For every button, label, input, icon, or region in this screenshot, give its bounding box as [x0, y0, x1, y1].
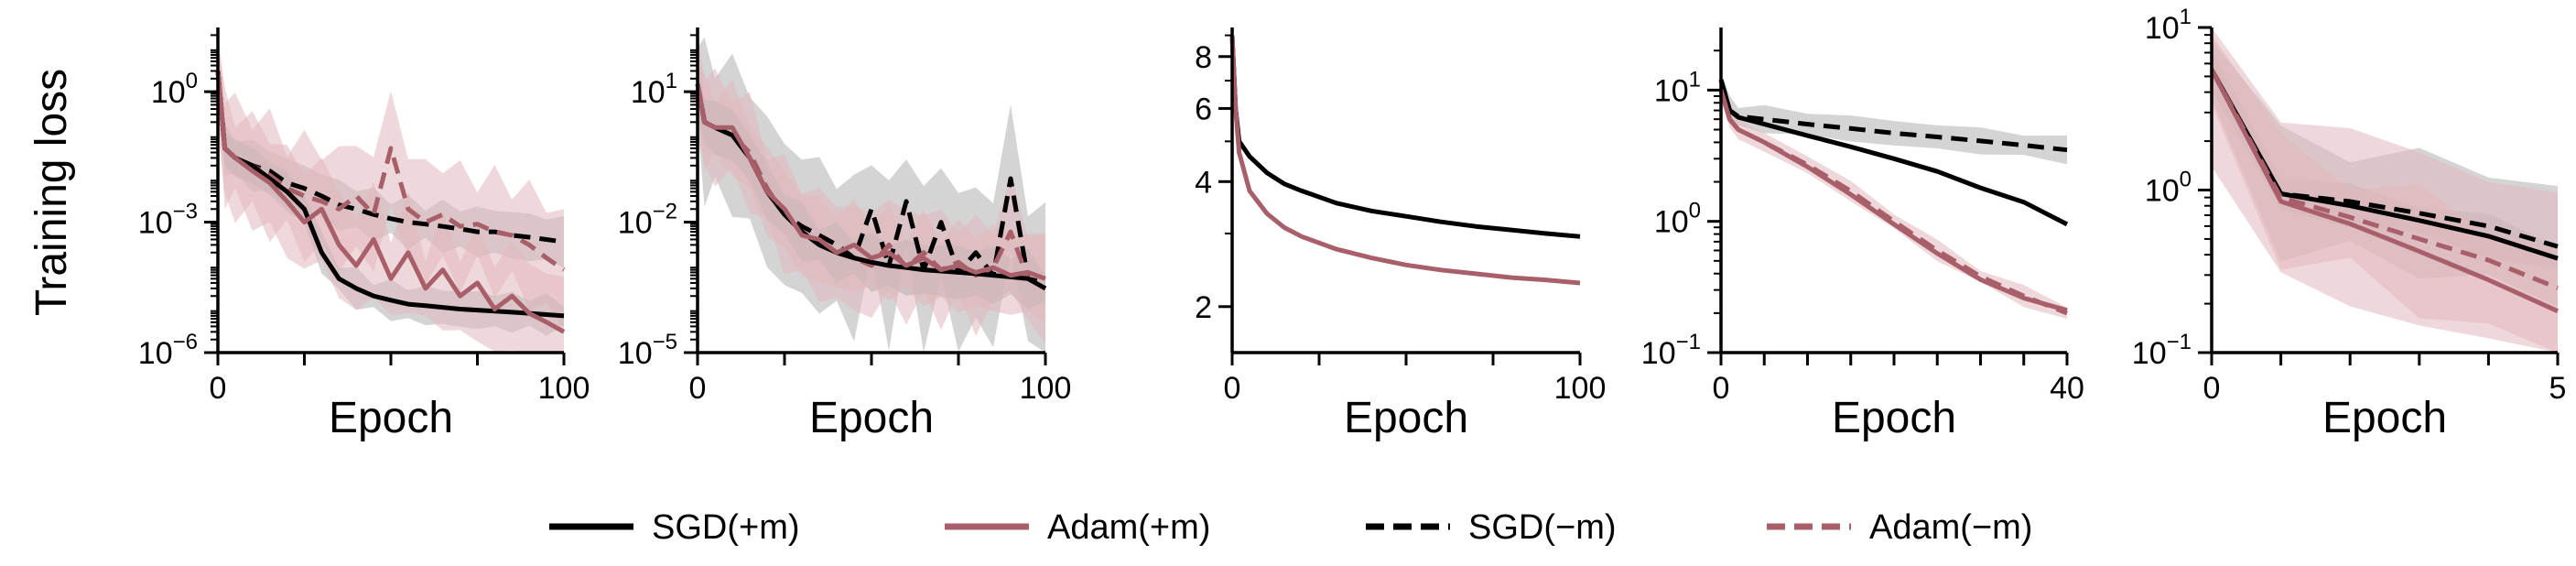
x-axis-title: Epoch: [2322, 394, 2447, 442]
y-tick-label: 101: [631, 69, 677, 110]
y-tick-label: 100: [1654, 199, 1701, 240]
x-axis-title: Epoch: [329, 394, 453, 442]
y-tick-label: 10−6: [138, 330, 198, 371]
legend-item-adam_mm: Adam(−m): [1767, 508, 2032, 547]
y-axis-title: Training loss: [27, 69, 76, 316]
y-tick-label: 10−5: [618, 330, 677, 371]
y-tick-label: 101: [2145, 5, 2192, 46]
series-line-Adam(−m): [215, 71, 566, 272]
series-line-Adam(+m): [215, 71, 566, 334]
chart-panel-5: 10−1 100 101 0 5 Epoch: [2132, 5, 2567, 442]
band-Adam(+m): [218, 39, 564, 353]
legend-item-sgd_mm: SGD(−m): [1366, 508, 1617, 547]
legend: SGD(+m) Adam(+m) SGD(−m) Adam(−m): [549, 508, 2032, 547]
x-tick-label: 40: [2050, 371, 2084, 406]
series-line-Adam(+m): [1718, 89, 2068, 313]
chart-panel-3: 2 4 6 8 0 100 Epoch: [1195, 27, 1606, 442]
legend-item-sgd_pm: SGD(+m): [549, 508, 800, 547]
series-line-SGD(+m): [215, 71, 565, 319]
x-tick-label: 100: [1554, 371, 1607, 406]
y-tick-label: 100: [2145, 168, 2192, 209]
x-tick-label: 0: [210, 371, 227, 406]
x-tick-label: 0: [1713, 371, 1730, 406]
series-line-SGD(+m): [1229, 35, 1581, 239]
legend-label: Adam(+m): [1047, 508, 1210, 547]
band-Adam(−m): [1721, 80, 2067, 319]
band-Adam(+m): [698, 59, 1045, 323]
chart-panel-2: 10−5 10−2 101 0 100 Epoch: [618, 27, 1072, 442]
legend-label: Adam(−m): [1869, 508, 2032, 547]
chart-panels: 10−6 10−3 100 0 100 Epoch 10−5 10−2 101 0 100 Epoch…: [138, 5, 2567, 442]
series-line-Adam(−m): [2209, 68, 2559, 290]
series-line-SGD(+m): [1718, 79, 2069, 227]
y-tick-label: 10−1: [1641, 330, 1701, 371]
x-tick-label: 5: [2549, 371, 2567, 406]
legend-label: SGD(−m): [1468, 508, 1617, 547]
y-tick-label: 10−2: [618, 200, 677, 241]
legend-label: SGD(+m): [652, 508, 800, 547]
x-tick-label: 100: [1020, 371, 1072, 406]
series-line-Adam(+m): [2209, 68, 2560, 313]
y-tick-label: 2: [1195, 290, 1212, 325]
y-tick-label: 8: [1195, 40, 1212, 75]
x-axis-title: Epoch: [1344, 394, 1468, 442]
legend-item-adam_pm: Adam(+m): [945, 508, 1210, 547]
y-tick-label: 10−3: [138, 200, 198, 241]
y-tick-label: 4: [1195, 165, 1212, 200]
y-tick-label: 101: [1654, 67, 1701, 108]
y-tick-label: 100: [151, 69, 198, 110]
x-tick-label: 0: [1224, 371, 1241, 406]
x-tick-label: 100: [538, 371, 590, 406]
series-line-Adam(+m): [695, 83, 1046, 281]
x-axis-title: Epoch: [809, 394, 934, 442]
chart-panel-4: 10−1 100 101 0 40 Epoch: [1641, 27, 2084, 442]
x-tick-label: 0: [2203, 371, 2221, 406]
series-line-Adam(+m): [1229, 35, 1581, 286]
y-tick-label: 10−1: [2132, 330, 2192, 371]
x-axis-title: Epoch: [1832, 394, 1956, 442]
chart-panel-1: 10−6 10−3 100 0 100 Epoch: [138, 27, 590, 442]
x-tick-label: 0: [689, 371, 707, 406]
y-tick-label: 6: [1195, 92, 1212, 126]
